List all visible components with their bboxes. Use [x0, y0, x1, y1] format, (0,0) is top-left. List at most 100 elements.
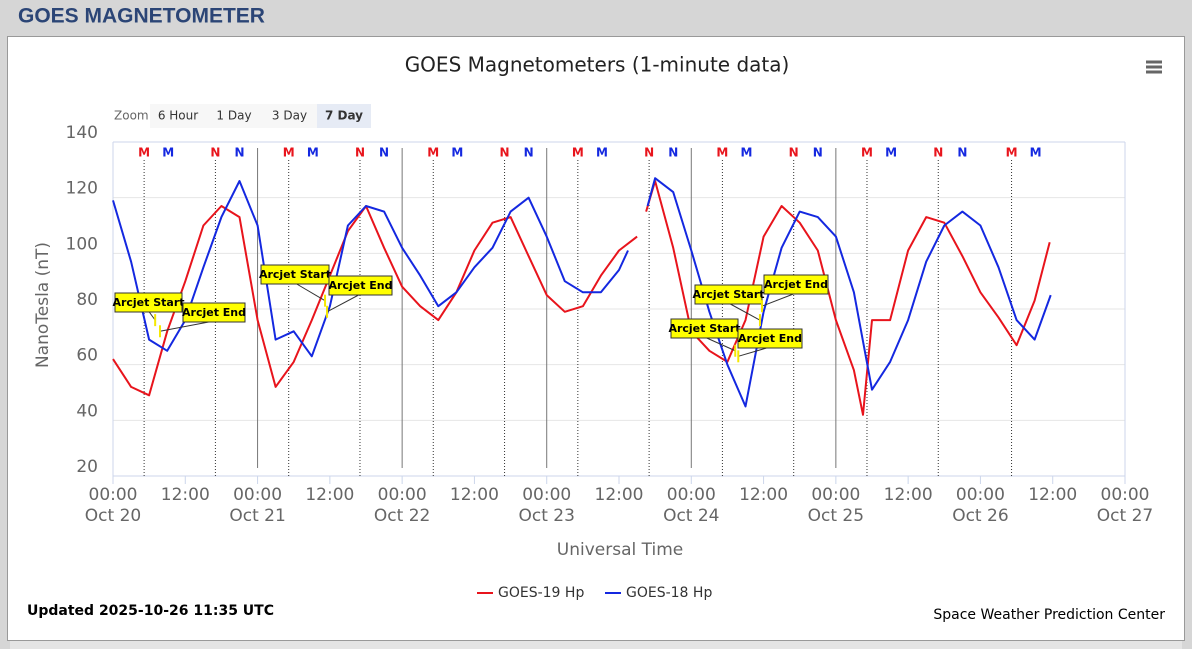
annotation-box	[114, 292, 183, 313]
legend-label: GOES-19 Hp	[498, 585, 584, 601]
annotation-pointer	[326, 293, 361, 313]
zoom-button[interactable]: 6 Hour	[150, 104, 206, 128]
orbit-marker: M	[307, 146, 319, 160]
orbit-marker: M	[741, 146, 753, 160]
annotation-pointer	[738, 346, 771, 357]
annotation-text: Arcjet Start	[668, 322, 740, 335]
annotation-pointer	[728, 302, 761, 321]
zoom-button-label: 3 Day	[272, 109, 307, 123]
x-axis-title: Universal Time	[557, 540, 683, 560]
orbit-marker: N	[379, 146, 389, 160]
x-tick-date: Oct 25	[808, 506, 864, 526]
zoom-label: Zoom	[114, 109, 149, 123]
orbit-marker: N	[957, 146, 967, 160]
orbit-marker: M	[138, 146, 150, 160]
zoom-button-bg	[262, 104, 317, 128]
annotation-text: Arcjet Start	[112, 296, 184, 309]
annotation-text: Arcjet End	[329, 279, 393, 292]
page-header: GOES MAGNETOMETER	[18, 5, 265, 28]
orbit-marker: M	[861, 146, 873, 160]
legend-label: GOES-18 Hp	[626, 585, 712, 601]
orbit-marker: N	[789, 146, 799, 160]
x-tick-label: 12:00	[739, 485, 788, 505]
orbit-marker: M	[1030, 146, 1042, 160]
orbit-marker: M	[1006, 146, 1018, 160]
annotation-text: Arcjet Start	[259, 268, 331, 281]
y-tick-label: 60	[76, 346, 98, 366]
y-axis-title: NanoTesla (nT)	[33, 242, 53, 368]
orbit-marker: N	[234, 146, 244, 160]
annotation-text: Arcjet End	[738, 332, 802, 345]
annotation-box	[260, 264, 330, 285]
x-tick-date: Oct 24	[663, 506, 719, 526]
scrollbar[interactable]	[10, 641, 1182, 649]
y-tick-label: 100	[66, 234, 98, 254]
annotation-pointer	[704, 336, 736, 352]
updated-note: Updated 2025-10-26 11:35 UTC	[27, 603, 274, 619]
x-tick-label: 00:00	[233, 485, 282, 505]
annotation-text: Arcjet End	[764, 278, 828, 291]
x-tick-label: 00:00	[811, 485, 860, 505]
y-tick-label: 80	[76, 290, 98, 310]
zoom-button-label: 7 Day	[325, 109, 363, 123]
chart-panel	[7, 36, 1185, 641]
orbit-marker: M	[451, 146, 463, 160]
orbit-marker: M	[596, 146, 608, 160]
x-tick-label: 12:00	[884, 485, 933, 505]
chart-title: GOES Magnetometers (1-minute data)	[405, 53, 790, 77]
x-tick-label: 00:00	[89, 485, 138, 505]
credit: Space Weather Prediction Center	[933, 607, 1165, 623]
x-tick-label: 00:00	[1101, 485, 1150, 505]
zoom-button[interactable]: 7 Day	[317, 104, 371, 128]
annotation-box	[763, 274, 829, 295]
zoom-button-bg	[317, 104, 371, 128]
zoom-button-label: 6 Hour	[158, 109, 198, 123]
x-tick-label: 00:00	[522, 485, 571, 505]
legend-item[interactable]: GOES-19 Hp	[477, 585, 584, 601]
orbit-marker: N	[933, 146, 943, 160]
orbit-marker: M	[572, 146, 584, 160]
x-tick-date: Oct 22	[374, 506, 430, 526]
annotation-pointer	[159, 320, 215, 332]
annotation-pointer	[761, 292, 797, 307]
menu-button[interactable]	[1146, 60, 1162, 74]
x-tick-date: Oct 23	[518, 506, 574, 526]
x-tick-label: 12:00	[450, 485, 499, 505]
zoom-button-bg	[206, 104, 262, 128]
orbit-marker: N	[644, 146, 654, 160]
x-tick-date: Oct 20	[85, 506, 141, 526]
annotation-text: Arcjet Start	[692, 288, 764, 301]
zoom-button[interactable]: 1 Day	[206, 104, 262, 128]
x-tick-label: 00:00	[667, 485, 716, 505]
orbit-marker: M	[427, 146, 439, 160]
annotation-box	[737, 328, 803, 349]
zoom-button-bg	[150, 104, 206, 128]
y-tick-label: 40	[76, 401, 98, 421]
annotation-box	[328, 275, 393, 296]
zoom-button-label: 1 Day	[216, 109, 251, 123]
series-line	[112, 180, 1051, 416]
y-tick-label: 120	[66, 179, 98, 199]
legend-item[interactable]: GOES-18 Hp	[605, 585, 712, 601]
orbit-marker: M	[162, 146, 174, 160]
x-tick-label: 12:00	[1028, 485, 1077, 505]
orbit-marker: N	[210, 146, 220, 160]
orbit-marker: M	[283, 146, 295, 160]
orbit-marker: N	[355, 146, 365, 160]
orbit-marker: M	[885, 146, 897, 160]
annotation-box	[694, 284, 763, 305]
x-tick-date: Oct 26	[952, 506, 1008, 526]
orbit-marker: N	[668, 146, 678, 160]
orbit-marker: M	[716, 146, 728, 160]
x-tick-label: 12:00	[161, 485, 210, 505]
x-tick-label: 00:00	[378, 485, 427, 505]
y-tick-label: 140	[66, 123, 98, 143]
annotation-box	[182, 302, 246, 323]
x-tick-date: Oct 21	[229, 506, 285, 526]
x-tick-date: Oct 27	[1097, 506, 1153, 526]
annotation-pointer	[294, 282, 326, 302]
annotation-text: Arcjet End	[182, 306, 246, 319]
annotation-pointer	[148, 310, 156, 321]
zoom-button[interactable]: 3 Day	[262, 104, 317, 128]
